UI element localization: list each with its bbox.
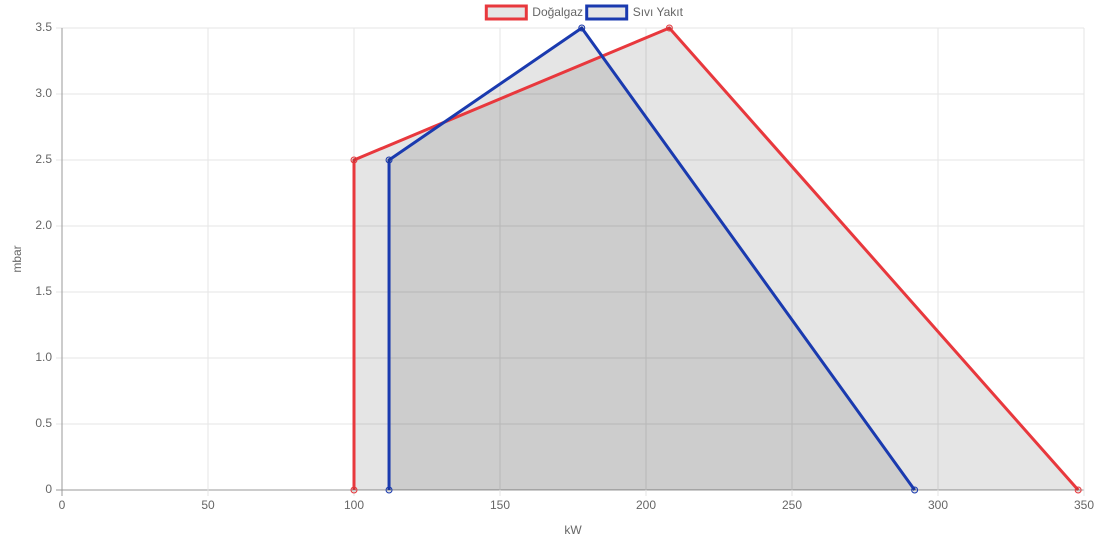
y-tick-label: 2.0 bbox=[35, 218, 52, 232]
y-tick-label: 1.5 bbox=[35, 284, 52, 298]
point bbox=[385, 486, 393, 494]
x-tick-label: 150 bbox=[490, 498, 510, 512]
y-tick-label: 3.0 bbox=[35, 86, 52, 100]
legend-swatch[interactable] bbox=[484, 4, 528, 21]
x-tick-label: 50 bbox=[201, 498, 215, 512]
legend-label[interactable]: Doğalgaz bbox=[532, 5, 583, 19]
legend-label[interactable]: Sıvı Yakıt bbox=[633, 5, 684, 19]
point bbox=[578, 24, 586, 32]
y-tick-label: 1.0 bbox=[35, 350, 52, 364]
x-tick-label: 0 bbox=[59, 498, 66, 512]
point bbox=[1074, 486, 1082, 494]
x-tick-label: 200 bbox=[636, 498, 656, 512]
point bbox=[350, 156, 358, 164]
y-tick-label: 0 bbox=[45, 482, 52, 496]
legend-swatch[interactable] bbox=[585, 4, 629, 21]
x-tick-label: 350 bbox=[1074, 498, 1094, 512]
y-tick-label: 2.5 bbox=[35, 152, 52, 166]
area bbox=[389, 28, 915, 490]
line bbox=[387, 26, 916, 491]
point bbox=[665, 24, 673, 32]
area bbox=[354, 28, 1079, 490]
x-tick-label: 250 bbox=[782, 498, 802, 512]
point bbox=[911, 486, 919, 494]
x-tick-label: 100 bbox=[344, 498, 364, 512]
x-tick-label: 300 bbox=[928, 498, 948, 512]
point bbox=[385, 156, 393, 164]
line bbox=[352, 26, 1080, 491]
y-tick-label: 3.5 bbox=[35, 20, 52, 34]
point bbox=[350, 486, 358, 494]
y-axis-label: mbar bbox=[10, 245, 24, 272]
x-axis-label: kW bbox=[564, 523, 582, 537]
y-tick-label: 0.5 bbox=[35, 416, 52, 430]
